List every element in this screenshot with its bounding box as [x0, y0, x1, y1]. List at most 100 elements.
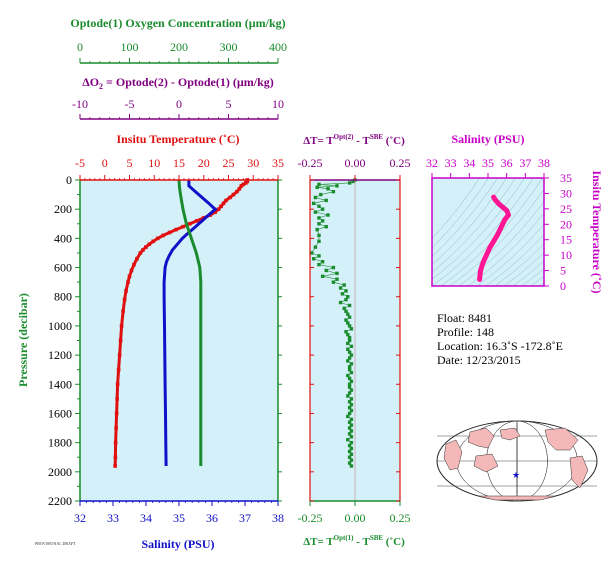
temperature-point: [132, 262, 136, 267]
salinity-tick-label: 35: [173, 511, 185, 525]
salinity-tick-label: 33: [107, 511, 119, 525]
delta-t-point: [347, 420, 352, 424]
temperature-tick-label: 15: [173, 156, 185, 170]
temperature-point: [216, 207, 221, 211]
ts-curve-line: [477, 194, 511, 282]
delta-t-bottom-tick-label: 0.00: [345, 511, 366, 525]
pressure-tick-label: 2200: [48, 494, 72, 508]
ts-temperature-tick-label: 5: [560, 264, 566, 278]
ts-diagram-panel: [432, 178, 544, 286]
pressure-tick-label: 1400: [48, 377, 72, 391]
date: Date: 12/23/2015: [437, 353, 521, 367]
corner-stamp: PROVISIONAL DRAFT: [35, 541, 76, 546]
ts-salinity-tick-label: 32: [426, 156, 438, 170]
land-australia: [473, 453, 499, 473]
delta-t-point: [347, 411, 352, 416]
delta-t-point: [320, 219, 325, 223]
delta-t-point: [349, 408, 354, 413]
temperature-point: [121, 309, 125, 314]
pressure-tick-label: 200: [54, 202, 72, 216]
delta-t-point: [349, 353, 354, 357]
temperature-point: [141, 248, 145, 252]
delta-t-point: [349, 446, 354, 451]
delta-t-point: [347, 400, 352, 404]
temperature-point: [117, 353, 122, 357]
density-contour: [432, 178, 507, 265]
ts-salinity-title: Salinity (PSU): [451, 132, 524, 146]
temperature-profile: [113, 178, 250, 468]
oxygen-profile: [177, 179, 203, 466]
delta-t-point: [320, 260, 325, 264]
delta-t-point: [320, 274, 325, 278]
delta-t-point: [347, 303, 352, 308]
temperature-point: [114, 426, 118, 430]
pressure-tick-label: 1200: [48, 348, 72, 362]
delta-t-point: [346, 414, 350, 419]
temperature-point: [174, 227, 178, 232]
delta-t-point: [347, 449, 352, 454]
delta-t-point: [317, 216, 321, 220]
delta-t-point: [347, 315, 352, 319]
delta-t-point: [347, 365, 352, 369]
density-contour: [440, 178, 543, 286]
temperature-tick-label: 10: [148, 156, 160, 170]
delta-t-point: [331, 265, 336, 270]
temperature-point: [114, 411, 119, 416]
delta-o2-axis-title: ΔO2 = Optode(2) - Optode(1) (µm/kg): [82, 75, 274, 91]
temperature-point: [126, 280, 130, 284]
delta-t-point: [324, 198, 328, 203]
delta-t-point: [346, 359, 350, 363]
land-antarctica: [477, 495, 557, 501]
land-north-asia: [499, 427, 521, 441]
delta-t-point: [344, 330, 348, 334]
delta-t-point: [347, 338, 352, 343]
density-contour: [449, 188, 544, 286]
delta-t-point: [324, 268, 328, 273]
delta-t-point: [313, 210, 318, 214]
temperature-point: [124, 289, 128, 293]
delta-t-bottom-title: ΔT= TOpt(1) - TSBE (˚C): [303, 534, 405, 548]
delta-t-point: [347, 455, 352, 459]
salinity-tick-label: 32: [74, 511, 86, 525]
pressure-tick-label: 2000: [48, 465, 72, 479]
land-asia: [467, 427, 495, 449]
delta-t-point: [346, 347, 350, 351]
pressure-tick-label: 0: [66, 173, 72, 187]
main-profile-panel: [80, 180, 278, 501]
delta-t-point: [326, 187, 330, 191]
temperature-point: [122, 297, 127, 302]
ts-salinity-tick-label: 34: [463, 156, 475, 170]
delta-t-point: [347, 376, 352, 381]
delta-t-point: [346, 332, 350, 337]
delta-t-point: [349, 464, 354, 468]
delta-t-point: [347, 335, 352, 340]
delta-o2-tick-label: -10: [72, 97, 88, 111]
delta-t-point: [317, 182, 321, 187]
density-contour: [467, 212, 544, 286]
density-contour: [503, 252, 544, 286]
delta-t-point: [317, 254, 321, 258]
density-contour: [521, 268, 544, 286]
delta-t-axes: -0.25 0.00 0.25 -0.25 0.00 0.25: [298, 156, 411, 525]
ts-temperature-tick-label: 30: [560, 186, 572, 200]
delta-t-point: [346, 341, 350, 346]
delta-t-point: [347, 432, 352, 436]
ts-salinity-tick-label: 37: [519, 156, 531, 170]
delta-t-point: [349, 403, 354, 407]
temperature-point: [224, 198, 228, 203]
delta-t-point: [349, 423, 354, 427]
temperature-point: [113, 455, 118, 460]
density-contour: [432, 178, 489, 249]
delta-t-point: [315, 227, 319, 232]
location: Location: 16.3˚S -172.8˚E: [437, 339, 563, 353]
delta-t-point: [317, 262, 321, 267]
temperature-tick-label: 0: [102, 156, 108, 170]
land-africa: [443, 439, 463, 471]
delta-t-point: [344, 297, 348, 302]
density-contour: [512, 260, 544, 286]
temperature-point: [195, 219, 199, 223]
ts-temperature-tick-label: 10: [560, 248, 572, 262]
delta-t-point: [310, 251, 314, 255]
ts-temperature-tick-label: 25: [560, 202, 572, 216]
pressure-tick-label: 1800: [48, 436, 72, 450]
